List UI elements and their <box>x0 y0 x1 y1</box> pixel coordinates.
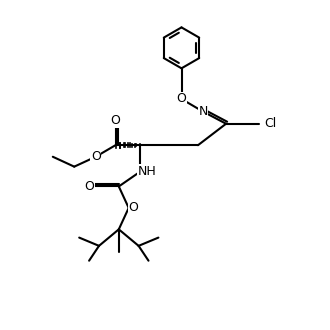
Text: O: O <box>177 92 186 106</box>
Text: O: O <box>91 150 101 163</box>
Text: Cl: Cl <box>264 117 277 130</box>
Text: O: O <box>84 180 94 193</box>
Text: O: O <box>129 201 139 214</box>
Text: N: N <box>198 105 208 118</box>
Text: NH: NH <box>138 165 156 178</box>
Text: O: O <box>111 114 120 127</box>
